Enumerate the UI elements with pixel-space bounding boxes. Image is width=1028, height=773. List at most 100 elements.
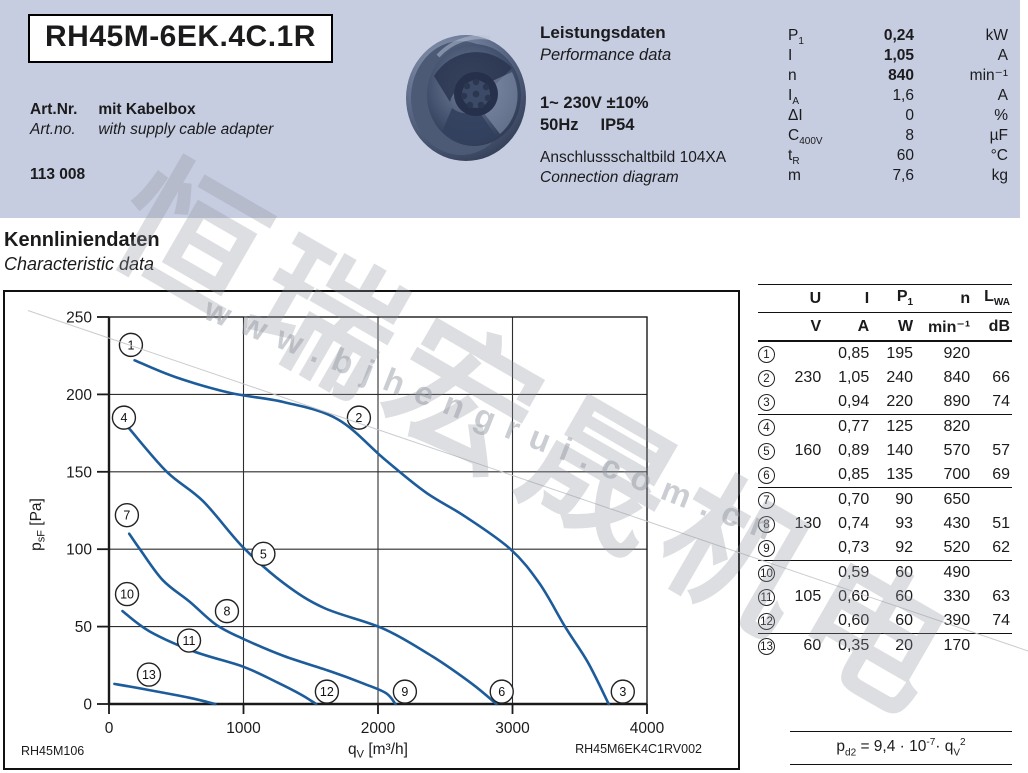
unit-lwa: dB bbox=[980, 312, 1012, 342]
svg-text:4: 4 bbox=[120, 411, 127, 425]
voltage-block: 1~ 230V ±10% 50Hz IP54 bbox=[540, 92, 649, 136]
col-header: n bbox=[919, 284, 981, 313]
characteristic-chart: 0 50 100 150 200 250 0 1000 2000 3000 4000 qV [m³/h… bbox=[3, 290, 740, 770]
point-label: 4 bbox=[111, 405, 137, 430]
connection-de: Anschlussschaltbild 104XA bbox=[540, 149, 727, 166]
spec-row: P1 0,24 kW bbox=[788, 27, 1008, 48]
point-number: 4 bbox=[758, 419, 775, 436]
spec-row: C400V 8 µF bbox=[788, 127, 1008, 148]
x-tick-label: 2000 bbox=[361, 720, 396, 737]
table-row: 7 0,70 90 650 bbox=[758, 487, 1012, 512]
connection-en: Connection diagram bbox=[540, 169, 679, 186]
svg-text:psF [Pa]: psF [Pa] bbox=[28, 498, 48, 551]
spec-list: P1 0,24 kW I 1,05 A n 840 min⁻¹ IA 1,6 A ΔI 0% C400V 8 µ… bbox=[788, 26, 1008, 186]
point-number: 13 bbox=[758, 638, 775, 655]
fan-curve-plot: 0 50 100 150 200 250 0 1000 2000 3000 4000 qV [m³/h… bbox=[28, 310, 665, 761]
table-row: 8 130 0,74 93 430 51 bbox=[758, 512, 1012, 536]
y-tick-label: 250 bbox=[66, 310, 92, 327]
frequency: 50Hz bbox=[540, 116, 579, 134]
fan-curve bbox=[127, 532, 397, 706]
table-row: 3 0,94 220 890 74 bbox=[758, 390, 1012, 415]
col-header: U bbox=[783, 284, 828, 313]
svg-text:12: 12 bbox=[320, 685, 334, 699]
svg-text:8: 8 bbox=[223, 605, 230, 619]
unit-u: V bbox=[783, 312, 828, 342]
point-number: 11 bbox=[758, 589, 775, 606]
point-number: 5 bbox=[758, 443, 775, 460]
x-axis-title: qV [m³/h] bbox=[348, 741, 408, 761]
y-tick-label: 100 bbox=[66, 542, 92, 559]
spec-row: n 840 min⁻¹ bbox=[788, 67, 1008, 84]
svg-text:5: 5 bbox=[260, 547, 267, 561]
point-number: 1 bbox=[758, 346, 775, 363]
performance-title-en: Performance data bbox=[540, 46, 672, 64]
chart-code-left: RH45M106 bbox=[21, 744, 85, 758]
y-tick-label: 150 bbox=[66, 464, 92, 481]
fan-curve bbox=[127, 427, 498, 706]
voltage-line: 1~ 230V ±10% bbox=[540, 94, 649, 112]
fan-curve bbox=[121, 609, 318, 706]
table-row: 5 160 0,89 140 570 57 bbox=[758, 439, 1012, 463]
point-number: 2 bbox=[758, 370, 775, 387]
point-label: 5 bbox=[251, 541, 276, 567]
svg-text:10: 10 bbox=[120, 588, 134, 602]
point-label: 10 bbox=[114, 581, 140, 607]
spec-row: IA 1,6 A bbox=[788, 87, 1008, 108]
point-number: 10 bbox=[758, 565, 775, 582]
section-title-en: Characteristic data bbox=[4, 254, 155, 274]
art-desc-en: with supply cable adapter bbox=[98, 121, 274, 138]
point-number: 8 bbox=[758, 516, 775, 533]
fan-product-image bbox=[406, 35, 526, 161]
point-number: 9 bbox=[758, 540, 775, 557]
table-header: U I P1 n LWA V A W min⁻¹ dB bbox=[758, 284, 1012, 342]
col-header: P1 bbox=[875, 284, 920, 313]
table-row: 6 0,85 135 700 69 bbox=[758, 463, 1012, 488]
art-label-en: Art.no. bbox=[30, 121, 76, 138]
point-label: 11 bbox=[176, 628, 202, 653]
section-title: Kennliniendaten Characteristic data bbox=[4, 228, 160, 276]
table-row: 4 0,77 125 820 bbox=[758, 414, 1012, 439]
art-label-de: Art.Nr. bbox=[30, 101, 78, 118]
model-number-box: RH45M-6EK.4C.1R bbox=[28, 14, 333, 63]
spec-row: I 1,05 A bbox=[788, 47, 1008, 64]
point-number: 3 bbox=[758, 394, 775, 411]
point-label: 2 bbox=[346, 405, 372, 430]
point-label: 8 bbox=[214, 598, 240, 624]
svg-text:1: 1 bbox=[127, 338, 134, 352]
protection-class: IP54 bbox=[600, 116, 635, 134]
chart-code-right: RH45M6EK4C1RV002 bbox=[575, 742, 702, 756]
unit-p1: W bbox=[875, 312, 920, 342]
section-title-de: Kennliniendaten bbox=[4, 229, 160, 251]
dynamic-pressure-formula: pd2 = 9,4 · 10-7· qV2 bbox=[790, 731, 1012, 766]
point-label: 7 bbox=[114, 502, 140, 528]
performance-title-de: Leistungsdaten bbox=[540, 23, 666, 42]
table-row: 1 0,85 195 920 bbox=[758, 341, 1012, 366]
spec-row: ΔI 0% bbox=[788, 107, 1008, 124]
point-label: 6 bbox=[489, 679, 514, 704]
svg-text:11: 11 bbox=[183, 634, 196, 648]
spec-row: tR 60 °C bbox=[788, 147, 1008, 168]
y-tick-label: 50 bbox=[75, 619, 93, 636]
performance-title: Leistungsdaten Performance data bbox=[540, 22, 671, 66]
fan-curve bbox=[113, 682, 217, 706]
svg-text:7: 7 bbox=[123, 509, 130, 523]
x-tick-label: 1000 bbox=[226, 720, 261, 737]
unit-n: min⁻¹ bbox=[919, 312, 981, 342]
point-label: 1 bbox=[118, 332, 144, 358]
point-number: 12 bbox=[758, 613, 775, 630]
x-tick-label: 4000 bbox=[630, 720, 665, 737]
article-block: Art.Nr. mit Kabelbox Art.no. with supply… bbox=[30, 100, 273, 140]
svg-text:2: 2 bbox=[355, 411, 362, 425]
y-tick-label: 0 bbox=[83, 697, 92, 714]
point-label: 9 bbox=[392, 679, 418, 704]
col-header: I bbox=[827, 284, 876, 313]
svg-text:9: 9 bbox=[401, 685, 408, 699]
table-row: 9 0,73 92 520 62 bbox=[758, 536, 1012, 561]
unit-i: A bbox=[827, 312, 876, 342]
article-number: 113 008 bbox=[30, 166, 86, 183]
spec-row: m 7,6 kg bbox=[788, 167, 1008, 184]
table-row: 10 0,59 60 490 bbox=[758, 560, 1012, 585]
col-header: LWA bbox=[980, 284, 1012, 313]
y-tick-label: 200 bbox=[66, 387, 92, 404]
